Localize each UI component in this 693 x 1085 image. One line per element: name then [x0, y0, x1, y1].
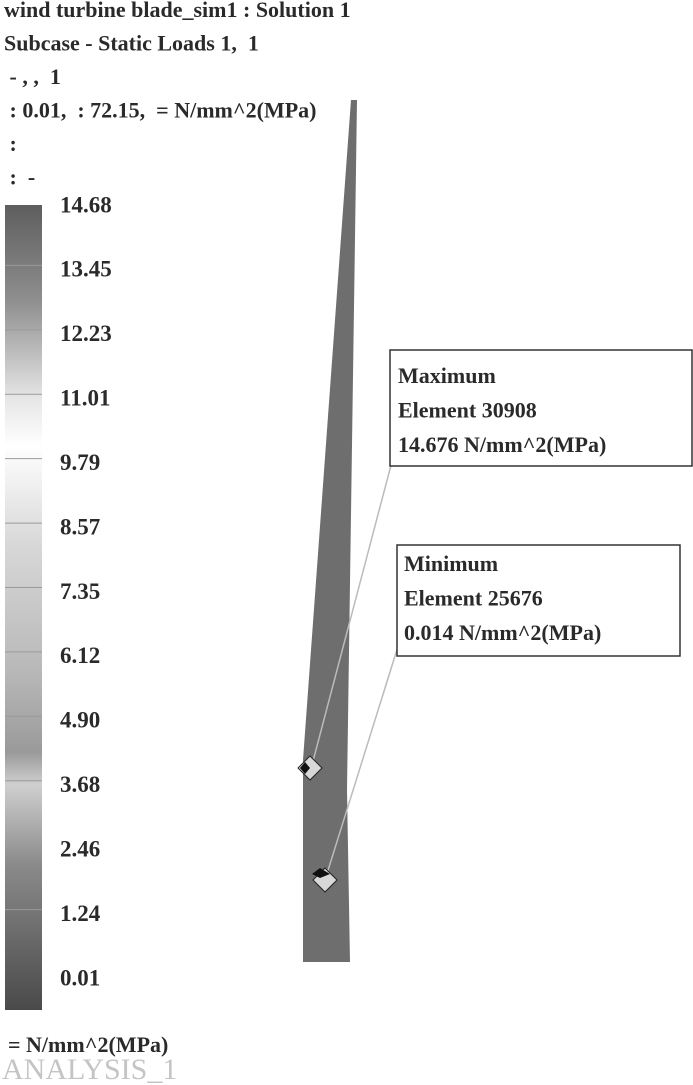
legend-label: 3.68: [60, 772, 100, 797]
header-line: :: [4, 131, 17, 156]
max-annotation: Maximum: [398, 363, 496, 388]
legend-label: 13.45: [60, 257, 112, 282]
legend-label: 14.68: [60, 192, 112, 217]
legend-label: 8.57: [60, 514, 100, 539]
legend-label: 0.01: [60, 965, 100, 990]
annotations: Maximum Element 30908 14.676 N/mm^2(MPa) Mi…: [398, 363, 606, 645]
header: wind turbine blade_sim1 : Solution 1 Subc…: [4, 0, 351, 190]
legend-label: 11.01: [60, 386, 110, 411]
leader-line: [324, 639, 401, 881]
legend-label: 1.24: [60, 901, 101, 926]
color-bar: [5, 205, 42, 1010]
header-line: : 0.01, : 72.15, = N/mm^2(MPa): [4, 98, 316, 123]
header-line: : -: [4, 165, 35, 190]
legend-label: 9.79: [60, 450, 100, 475]
header-line: - , , 1: [4, 64, 61, 89]
min-annotation: 0.014 N/mm^2(MPa): [404, 620, 601, 645]
legend-units: = N/mm^2(MPa): [8, 1032, 168, 1057]
legend-label: 2.46: [60, 836, 100, 861]
min-box: [396, 544, 681, 657]
legend-label: 6.12: [60, 643, 100, 668]
min-annotation: Element 25676: [404, 586, 543, 611]
min-marker-core: [312, 868, 330, 878]
blade: [303, 100, 357, 962]
max-annotation: Element 30908: [398, 398, 537, 423]
min-annotation: Minimum: [404, 551, 498, 576]
header-line: wind turbine blade_sim1 : Solution 1: [4, 0, 351, 22]
header-line: Subcase - Static Loads 1, 1: [4, 31, 259, 56]
legend: 14.68 13.45 12.23 11.01 9.79 8.57 7.35 6.12 4.90…: [5, 192, 112, 990]
analysis-label: ANALYSIS_1: [2, 1053, 177, 1085]
legend-label: 7.35: [60, 579, 100, 604]
max-box: [389, 349, 693, 467]
leader-line: [311, 449, 396, 766]
max-marker-core: [300, 762, 310, 774]
legend-label: 12.23: [60, 321, 112, 346]
max-annotation: 14.676 N/mm^2(MPa): [398, 432, 606, 457]
legend-label: 4.90: [60, 708, 100, 733]
